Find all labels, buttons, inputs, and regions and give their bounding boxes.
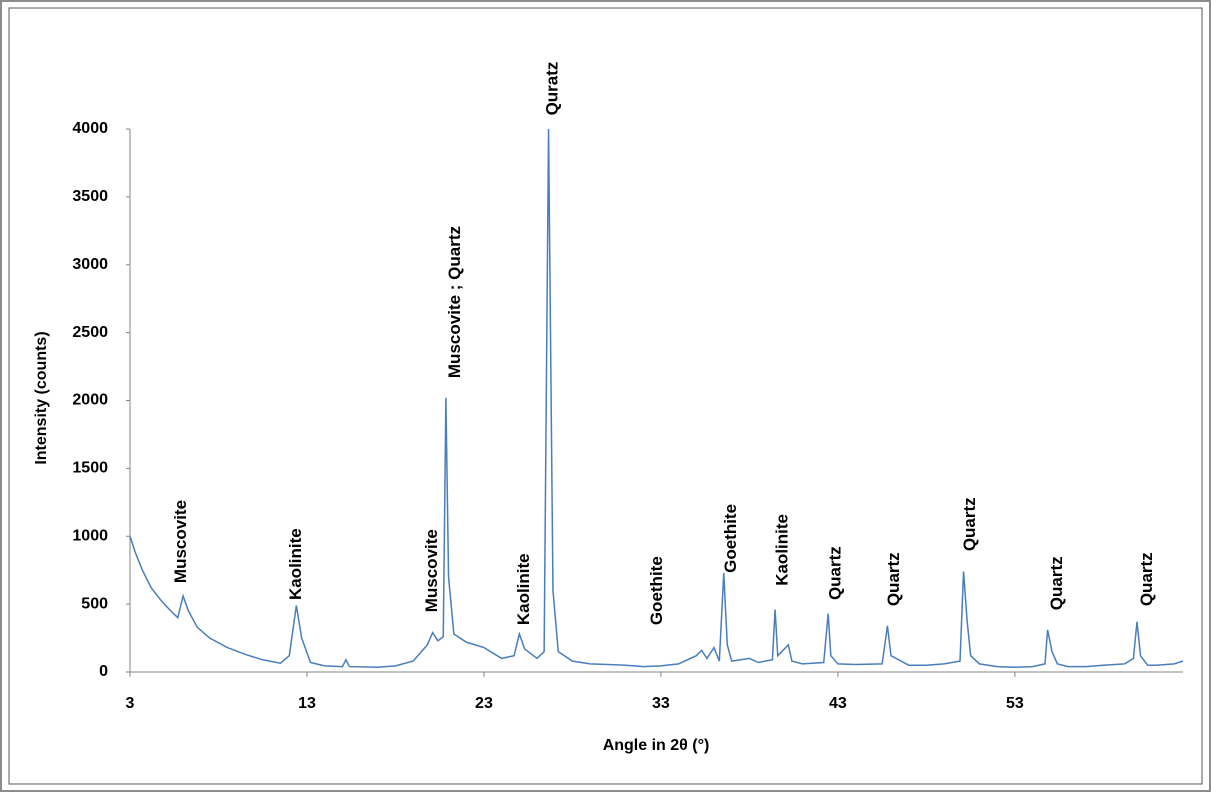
y-tick-label: 2000 bbox=[72, 392, 108, 409]
y-tick-label: 1500 bbox=[72, 460, 108, 477]
peak-label: Muscovite bbox=[171, 500, 190, 583]
y-tick-label: 500 bbox=[81, 595, 108, 612]
peak-label: Quartz bbox=[1137, 552, 1156, 606]
y-tick-label: 1000 bbox=[72, 527, 108, 544]
data-line bbox=[129, 128, 1184, 669]
y-tick-label: 4000 bbox=[72, 120, 108, 137]
x-tick-label: 13 bbox=[298, 695, 316, 712]
y-tick-label: 3000 bbox=[72, 256, 108, 273]
y-tick-label: 3500 bbox=[72, 188, 108, 205]
x-tick-label: 3 bbox=[126, 695, 135, 712]
peak-label: Quartz bbox=[884, 552, 903, 606]
peak-label: Kaolinite bbox=[514, 553, 533, 625]
peak-label: Muscovite ; Quartz bbox=[445, 226, 464, 378]
x-axis-title: Angle in 2θ (°) bbox=[603, 737, 710, 754]
y-axis-title: Intensity (counts) bbox=[33, 331, 50, 464]
peak-label: Kaolinite bbox=[286, 528, 305, 600]
x-tick-label: 43 bbox=[829, 695, 847, 712]
y-tick-label: 2500 bbox=[72, 324, 108, 341]
peak-label: Muscovite bbox=[422, 529, 441, 612]
chart-frame bbox=[8, 7, 1203, 785]
peak-label: Quartz bbox=[1047, 556, 1066, 610]
peak-label: Quartz bbox=[960, 497, 979, 551]
x-tick-label: 33 bbox=[652, 695, 670, 712]
peak-label: Kaolinite bbox=[773, 514, 792, 586]
x-tick-label: 23 bbox=[475, 695, 493, 712]
peak-label: Goethite bbox=[721, 504, 740, 573]
peak-label: Goethite bbox=[647, 556, 666, 625]
peak-label: Quartz bbox=[826, 546, 845, 600]
y-tick-label: 0 bbox=[99, 663, 108, 680]
peak-label: Quratz bbox=[542, 62, 561, 116]
x-tick-label: 53 bbox=[1006, 695, 1024, 712]
